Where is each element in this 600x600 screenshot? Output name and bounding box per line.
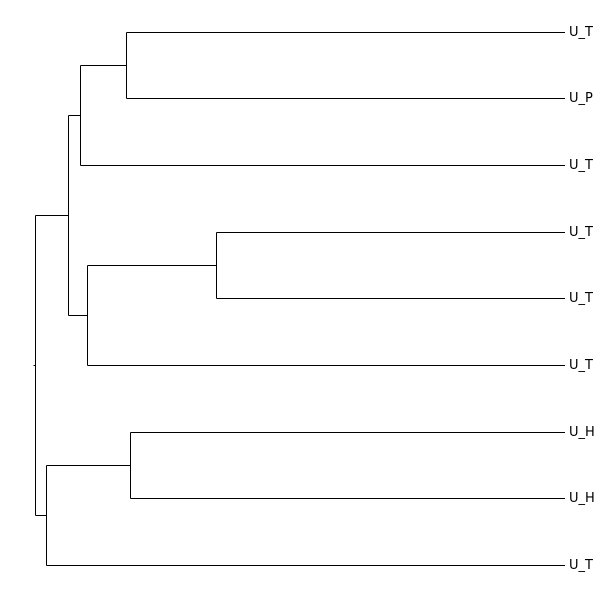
branch: [68, 65, 81, 166]
branches: [33, 32, 565, 566]
leaf-label: U_T: [569, 158, 593, 173]
leaf-label: U_H: [569, 491, 595, 506]
leaf-label: U_H: [569, 425, 595, 440]
branch: [46, 432, 131, 499]
branch: [35, 115, 69, 316]
leaf-label: U_T: [569, 225, 593, 240]
leaf-label: U_T: [569, 25, 593, 40]
leaf-label: U_T: [569, 291, 593, 306]
leaf-labels: U_T U_P U_T U_T U_T U_T U_H U_H U_T: [569, 25, 595, 573]
leaf-label: U_T: [569, 358, 593, 373]
branch: [68, 265, 88, 366]
branch: [80, 32, 127, 99]
branch: [33, 215, 36, 516]
leaf-label: U_P: [569, 91, 593, 106]
leaf-label: U_T: [569, 558, 593, 573]
branch: [87, 232, 217, 299]
branch: [35, 465, 47, 566]
